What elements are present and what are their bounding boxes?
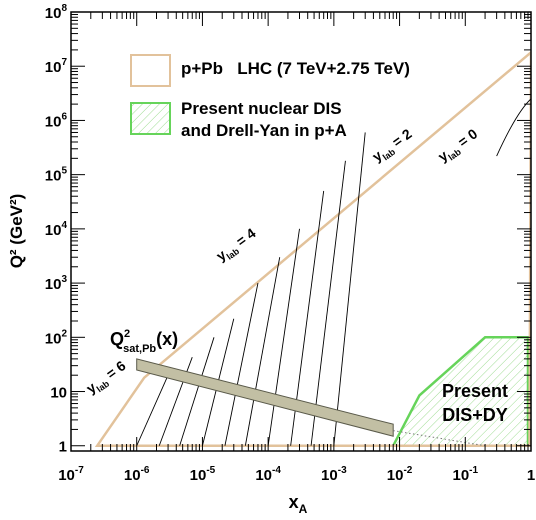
rapidity-line-9 [333,132,366,446]
x-tick-label: 10-6 [124,465,150,484]
rapidity-line-6 [267,228,300,446]
y-tick-label: 102 [45,328,68,347]
x-tick-label: 10-7 [58,465,84,484]
y-tick-label: 103 [45,274,68,293]
legend-label: p+Pb LHC (7 TeV+2.75 TeV) [181,59,410,78]
legend-label: Present nuclear DIS [181,99,342,118]
dis-dy-annotation-line: DIS+DY [442,405,508,425]
rapidity-line-10 [496,98,531,157]
y-tick-label: 104 [45,220,68,239]
y-lab-label: ylab = 6 [83,357,130,399]
legend-swatch [130,102,171,135]
y-lab-label: ylab = 0 [435,125,482,167]
x-tick-label: 1 [527,467,535,484]
axes-layer: 10-7 10-6 10-5 10-4 10-3 10-2 10-1 1 1 10 102 103 10… [45,3,535,484]
y-axis-label: Q² (GeV²) [7,194,26,269]
dis-dy-annotation-line: Present [442,381,508,401]
x-tick-label: 10-5 [190,465,216,484]
y-tick-label: 106 [45,111,68,130]
x-axis-label: xA [289,492,308,516]
y-tick-label: 107 [45,57,68,76]
labels-layer: ylab = 6 ylab = 4 ylab = 2 ylab = 0 Q2 sat,Pb… [83,125,508,425]
rapidity-line-0 [136,375,169,446]
legend-swatch [130,54,171,87]
x-tick-label: 10-3 [321,465,347,484]
rapidity-line-4 [224,283,259,446]
rapidity-line-5 [244,257,281,446]
y-tick-label: 105 [45,166,68,185]
y-tick-label: 108 [45,3,68,22]
x-tick-label: 10-2 [387,465,413,484]
qsat-band-layer [136,358,486,447]
qsat-label: Q2 sat,Pb(x) [110,328,178,355]
y-lab-label: ylab = 2 [369,125,416,167]
y-tick-label: 1 [59,439,67,456]
rapidity-line-8 [310,160,346,446]
qsat-band [136,358,394,437]
legend-label: and Drell-Yan in p+A [181,121,347,140]
x-tick-label: 10-1 [452,465,478,484]
y-tick-label: 10 [50,385,67,402]
y-lab-label: ylab = 4 [213,225,260,267]
legend: p+Pb LHC (7 TeV+2.75 TeV) Present nuclear… [130,54,410,140]
x-tick-label: 10-4 [255,465,281,484]
rapidity-line-2 [179,337,215,446]
